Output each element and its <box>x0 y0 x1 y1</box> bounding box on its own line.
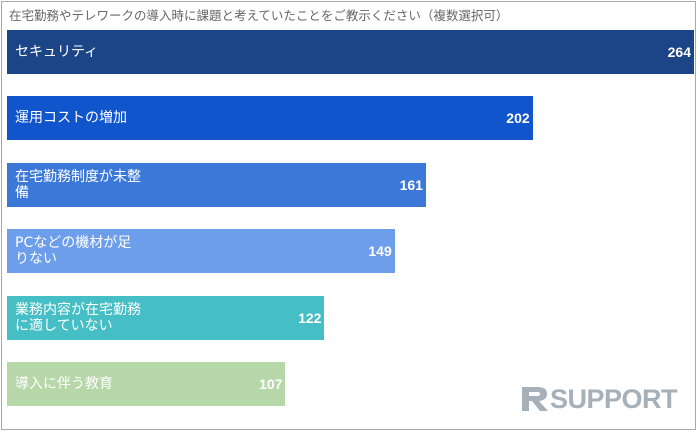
bar-value-label: 202 <box>506 110 530 127</box>
category-label-line: 在宅勤務制度が未整 <box>15 168 141 185</box>
category-label-line: りない <box>15 251 57 268</box>
bar-value-label: 264 <box>667 44 691 60</box>
bar: 導入に伴う教育 107 <box>7 362 286 406</box>
bar-category-label: 在宅勤務制度が未整備 <box>15 169 141 201</box>
rsupport-logo: SUPPORT <box>520 383 678 415</box>
rsupport-r-icon <box>522 387 548 411</box>
bar-category-label: セキュリティ <box>15 44 98 60</box>
category-label-line: セキュリティ <box>15 44 99 60</box>
bar: 在宅勤務制度が未整備 161 <box>7 162 426 207</box>
bar-category-label: PCなどの機材が足 りない <box>15 235 131 267</box>
bar-value-label: 122 <box>298 309 322 326</box>
bar: 業務内容が在宅勤務 に適していない 122 <box>7 295 325 340</box>
category-label-line: PCなどの機材が足 <box>15 235 132 252</box>
bar: PCなどの機材が足 りない 149 <box>7 229 395 274</box>
category-label-line: 備 <box>15 184 29 201</box>
category-label-line: 業務内容が在宅勤務 <box>15 301 141 318</box>
bar-category-label: 運用コストの増加 <box>15 110 127 126</box>
bar-value-label: 161 <box>399 176 423 193</box>
bar: セキュリティ 264 <box>7 30 694 74</box>
category-label-line: に適していない <box>15 317 113 334</box>
category-label-line: 運用コストの増加 <box>15 110 127 127</box>
bar: 運用コストの増加 202 <box>7 96 533 141</box>
category-label-line: 導入に伴う教育 <box>15 376 113 392</box>
bar-category-label: 業務内容が在宅勤務 に適していない <box>15 302 141 334</box>
bar-category-label: 導入に伴う教育 <box>15 376 113 392</box>
chart-title: 在宅勤務やテレワークの導入時に課題と考えていたことをご教示ください（複数選択可） <box>9 8 509 23</box>
bar-value-label: 107 <box>259 376 283 392</box>
bar-value-label: 149 <box>368 243 392 260</box>
